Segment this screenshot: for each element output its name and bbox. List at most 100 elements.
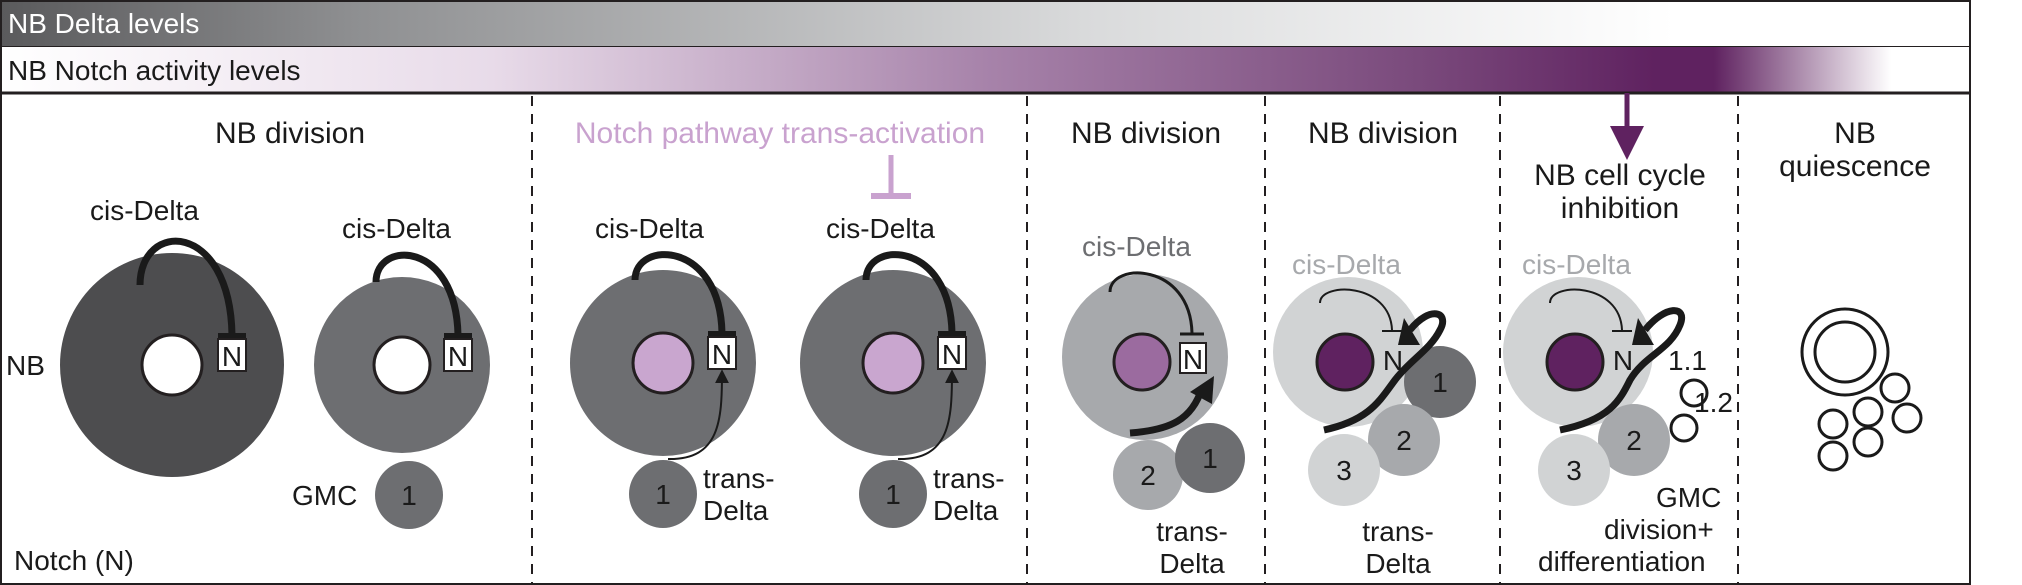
delta-levels-bar: NB Delta levels (0, 0, 1971, 48)
gmc-footer-label: GMC (1656, 482, 1721, 513)
notch-receptor (1179, 342, 1207, 374)
gmc-number: 1 (885, 479, 901, 510)
cis-delta-label: cis-Delta (90, 195, 199, 226)
panel-notch-trans-activation: Notch pathway trans-activation cis-Delta… (570, 117, 1005, 528)
neuron-cell (1669, 413, 1699, 443)
gmc-cell (1368, 404, 1440, 476)
notch-n-label: N (1383, 345, 1403, 376)
gmc-cell (1404, 346, 1476, 418)
gmc-cell (1538, 434, 1610, 506)
gmc-number: 3 (1336, 455, 1352, 486)
panel-title: inhibition (1561, 192, 1679, 225)
trans-delta-label: Delta (1159, 548, 1225, 579)
cis-delta-label: cis-Delta (1292, 249, 1401, 280)
nucleus (861, 331, 925, 395)
notch-receptor (707, 336, 737, 370)
trans-delta-arrow (1129, 386, 1206, 437)
trans-delta-label: trans- (1362, 516, 1434, 547)
panel-nb-division-3: NB division cis-Delta N 2 1 trans- Delta (1062, 117, 1245, 579)
notch-receptor (937, 336, 967, 370)
notch-n-label: N (942, 339, 962, 370)
gmc-number: 1 (655, 479, 671, 510)
gmc-number: 1 (1202, 443, 1218, 474)
trans-delta-label: Delta (933, 495, 999, 526)
neuron-cell (1817, 408, 1849, 440)
panel-separators (531, 96, 1739, 585)
nb-label: NB (6, 350, 45, 381)
gmc-number: 1 (1432, 367, 1448, 398)
cis-delta-arc (1549, 288, 1623, 331)
gmc-number: 1 (401, 480, 417, 511)
panel-nb-quiescence: NB quiescence (1779, 117, 1931, 472)
gmc-number: 3 (1566, 455, 1582, 486)
cis-delta-label: cis-Delta (342, 213, 451, 244)
notch-n-label: N (1613, 345, 1633, 376)
gmc-cell (859, 460, 927, 528)
gmc-label: GMC (292, 480, 357, 511)
notch-n-label: N (448, 341, 468, 372)
panel-title: Notch pathway trans-activation (575, 117, 985, 150)
nucleus (631, 331, 695, 395)
panel-title: NB (1834, 117, 1876, 150)
diagram-frame (0, 0, 1971, 585)
cis-delta-arc (136, 237, 236, 336)
gmc-cell (1175, 423, 1245, 493)
panel-title: quiescence (1779, 150, 1931, 183)
nucleus (1315, 332, 1375, 392)
quiescent-nucleus (1813, 320, 1877, 384)
panel-title: NB division (1308, 117, 1458, 150)
gmc-cell (375, 461, 443, 529)
nucleus (372, 335, 432, 395)
gmc-footer-label: division+ (1604, 514, 1714, 545)
notch-activity-bar: NB Notch activity levels (0, 47, 1970, 95)
trans-delta-label: Delta (703, 495, 769, 526)
trans-delta-arrow (897, 369, 959, 461)
cis-delta-label: cis-Delta (826, 213, 935, 244)
panel-nb-division-4: NB division cis-Delta N 1 2 3 trans- Del… (1273, 117, 1476, 579)
notch-activity-label: NB Notch activity levels (8, 55, 301, 86)
panel-title: NB cell cycle (1534, 159, 1706, 192)
neuron-cell (1852, 396, 1884, 428)
panel-title: NB division (215, 117, 365, 150)
panel-nb-division-1: NB division NB cis-Delta N cis-Delta N 1… (6, 117, 490, 576)
cis-delta-label: cis-Delta (595, 213, 704, 244)
trans-delta-label: Delta (1365, 548, 1431, 579)
trans-delta-arrow (667, 369, 729, 461)
trans-delta-arrow (1323, 310, 1447, 434)
notch-receptor (443, 338, 473, 372)
gmc-cell (1113, 440, 1183, 510)
trans-delta-label: trans- (703, 463, 775, 494)
panel-title: NB division (1071, 117, 1221, 150)
notch-n-label: N (712, 339, 732, 370)
cis-delta-label: cis-Delta (1082, 231, 1191, 262)
nucleus (1545, 332, 1605, 392)
gmc-cell (1598, 404, 1670, 476)
gmc-number: 2 (1140, 460, 1156, 491)
cis-delta-arc (372, 251, 462, 336)
gmc-footer-label: differentiation (1538, 546, 1706, 577)
gmc-number: 2 (1396, 425, 1412, 456)
gmc-cell (629, 460, 697, 528)
neuron-cell (1891, 402, 1923, 434)
notch-receptor (217, 338, 247, 372)
trans-delta-label: trans- (933, 463, 1005, 494)
panel-nb-cell-cycle-inhibition: NB cell cycle inhibition cis-Delta N 2 3… (1503, 93, 1733, 577)
neuron-label: 1.1 (1668, 345, 1707, 376)
delta-levels-label: NB Delta levels (8, 8, 199, 39)
cis-delta-arc (1108, 271, 1194, 334)
notch-legend-note: Notch (N) (14, 545, 134, 576)
cis-delta-arc (862, 251, 956, 334)
neuron-cell (1679, 378, 1709, 408)
cis-delta-arc (631, 251, 726, 334)
gmc-number: 2 (1626, 425, 1642, 456)
nucleus (1112, 332, 1172, 392)
neuron-label: 1.2 (1694, 387, 1733, 418)
trans-delta-label: trans- (1156, 516, 1228, 547)
notch-n-label: N (1183, 344, 1203, 375)
neuron-cell (1817, 440, 1849, 472)
notch-n-label: N (222, 341, 242, 372)
neuron-cell (1879, 372, 1911, 404)
nucleus (140, 333, 204, 397)
cis-delta-label: cis-Delta (1522, 249, 1631, 280)
